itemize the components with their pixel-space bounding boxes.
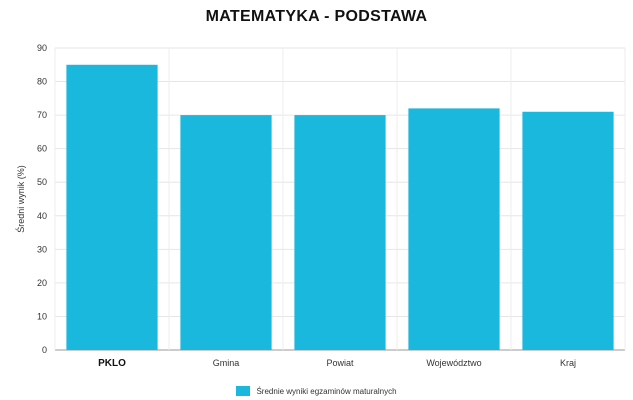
legend-label: Średnie wyniki egzaminów maturalnych <box>256 386 397 396</box>
x-tick-label: Gmina <box>213 358 240 368</box>
x-tick-label: Powiat <box>326 358 354 368</box>
bar <box>66 64 158 351</box>
chart-title: MATEMATYKA - PODSTAWA <box>205 8 428 25</box>
x-tick-label: PKLO <box>98 358 126 369</box>
y-tick-label: 30 <box>37 244 47 254</box>
bar <box>294 115 386 350</box>
bar <box>408 108 500 351</box>
legend-swatch <box>236 386 251 396</box>
y-tick-label: 50 <box>37 177 47 187</box>
y-tick-label: 70 <box>37 110 47 120</box>
x-tick-label: Kraj <box>560 358 576 368</box>
y-axis-label: Średni wynik (%) <box>15 165 26 233</box>
y-tick-label: 90 <box>37 43 47 53</box>
x-tick-label: Województwo <box>426 358 481 368</box>
y-tick-label: 60 <box>37 144 47 154</box>
y-tick-label: 10 <box>37 311 47 321</box>
y-tick-label: 0 <box>42 345 47 355</box>
bar <box>180 115 272 350</box>
y-tick-label: 40 <box>37 211 47 221</box>
legend: Średnie wyniki egzaminów maturalnych <box>0 386 633 396</box>
bar <box>522 111 614 350</box>
y-tick-label: 20 <box>37 278 47 288</box>
y-tick-label: 80 <box>37 77 47 87</box>
